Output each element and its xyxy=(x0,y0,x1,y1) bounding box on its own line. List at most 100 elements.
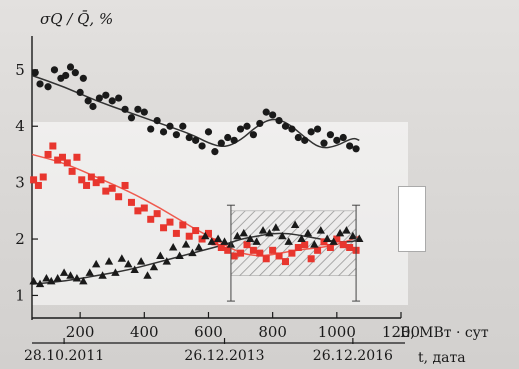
data-point-circle xyxy=(95,94,103,102)
data-point-square xyxy=(147,215,155,223)
data-point-square xyxy=(301,241,309,249)
data-point-square xyxy=(314,246,322,254)
data-point-circle xyxy=(66,63,75,71)
date-axis-label: t, дата xyxy=(418,350,466,366)
data-point-triangle xyxy=(265,228,274,237)
data-point-circle xyxy=(127,114,136,122)
data-point-circle xyxy=(140,108,148,116)
data-point-square xyxy=(262,255,270,263)
data-point-circle xyxy=(275,117,283,125)
data-point-square xyxy=(185,232,193,240)
data-point-triangle xyxy=(329,237,338,245)
data-point-triangle xyxy=(79,276,88,285)
data-point-triangle xyxy=(53,274,62,282)
data-point-circle xyxy=(179,122,187,130)
data-point-triangle xyxy=(290,220,300,228)
y-tick-label: 3 xyxy=(15,174,25,192)
data-point-square xyxy=(92,179,100,187)
data-point-circle xyxy=(159,128,168,136)
data-point-circle xyxy=(352,145,360,153)
data-point-circle xyxy=(147,125,155,133)
x-tick-label: 400 xyxy=(130,323,159,341)
data-point-triangle xyxy=(297,234,306,243)
y-tick-label: 1 xyxy=(15,286,25,304)
data-point-square xyxy=(237,249,245,257)
data-point-circle xyxy=(50,66,59,74)
y-tick-label: 4 xyxy=(15,117,25,135)
data-point-circle xyxy=(62,71,70,80)
data-point-circle xyxy=(262,108,270,116)
data-point-square xyxy=(87,173,95,181)
data-point-triangle xyxy=(342,226,351,234)
data-point-triangle xyxy=(66,271,75,279)
data-point-square xyxy=(153,210,161,218)
data-point-square xyxy=(160,224,168,232)
data-point-square xyxy=(326,244,334,251)
data-point-triangle xyxy=(355,234,364,243)
x-tick-label: 200 xyxy=(66,323,95,341)
data-point-triangle xyxy=(194,243,204,251)
data-point-square xyxy=(339,241,347,249)
data-point-square xyxy=(73,153,81,161)
data-point-square xyxy=(192,227,200,235)
data-point-circle xyxy=(243,122,251,130)
data-points-group xyxy=(29,63,364,288)
y-tick-label: 5 xyxy=(15,61,25,79)
data-point-circle xyxy=(224,133,232,142)
data-point-circle xyxy=(326,131,335,139)
data-point-triangle xyxy=(278,231,287,240)
data-point-circle xyxy=(281,122,290,130)
data-point-square xyxy=(243,241,251,249)
data-point-triangle xyxy=(42,274,51,282)
data-point-square xyxy=(49,142,57,150)
data-point-square xyxy=(204,229,212,237)
data-point-square xyxy=(97,176,105,184)
data-point-circle xyxy=(307,128,315,136)
data-point-triangle xyxy=(213,234,223,243)
data-point-circle xyxy=(89,102,97,111)
data-point-triangle xyxy=(220,237,229,245)
data-point-triangle xyxy=(117,254,127,262)
data-point-circle xyxy=(84,97,92,105)
data-point-circle xyxy=(185,133,193,142)
data-point-circle xyxy=(153,117,161,125)
data-point-square xyxy=(224,246,232,254)
data-point-triangle xyxy=(188,248,197,257)
data-point-square xyxy=(78,176,86,184)
x-tick-label: 1000 xyxy=(318,323,356,341)
data-point-circle xyxy=(301,136,309,144)
data-point-circle xyxy=(71,69,79,77)
data-point-circle xyxy=(102,91,110,99)
data-point-circle xyxy=(230,136,238,144)
data-point-square xyxy=(115,193,123,201)
data-point-triangle xyxy=(181,240,191,248)
data-point-triangle xyxy=(104,257,114,265)
data-point-square xyxy=(275,252,283,260)
data-point-square xyxy=(288,249,296,257)
data-point-triangle xyxy=(162,257,171,265)
data-point-circle xyxy=(166,122,174,130)
data-point-circle xyxy=(115,94,123,102)
x-tick-label: 600 xyxy=(194,323,223,341)
data-point-circle xyxy=(198,142,206,150)
y-tick-label: 2 xyxy=(15,230,25,248)
data-point-square xyxy=(63,159,71,167)
date-tick-label: 28.10.2011 xyxy=(24,348,104,364)
data-point-triangle xyxy=(98,271,107,279)
data-point-circle xyxy=(217,139,225,147)
x-tick-label: 800 xyxy=(258,323,287,341)
data-point-square xyxy=(39,173,47,181)
data-point-circle xyxy=(333,136,341,144)
data-point-triangle xyxy=(72,274,82,282)
data-point-square xyxy=(54,156,62,164)
data-point-triangle xyxy=(149,262,159,271)
data-point-circle xyxy=(31,69,39,77)
data-point-square xyxy=(108,184,116,192)
data-point-square xyxy=(230,252,238,260)
data-point-triangle xyxy=(143,271,152,279)
data-point-square xyxy=(249,246,257,254)
data-point-circle xyxy=(269,111,277,119)
data-point-square xyxy=(333,235,341,243)
data-point-square xyxy=(58,153,66,161)
data-point-square xyxy=(217,244,225,251)
